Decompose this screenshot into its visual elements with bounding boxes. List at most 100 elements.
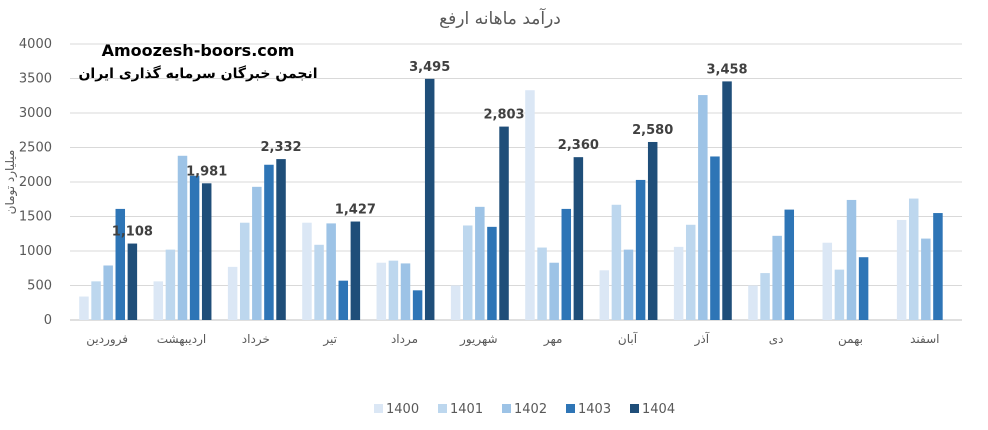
- data-label: 2,803: [483, 108, 524, 123]
- bar-1400: [599, 270, 610, 320]
- legend-swatch: [502, 404, 511, 413]
- data-labels: 1,108 1,981 2,332 1,427 3,495 2,803 2,360 2,580…: [112, 60, 748, 240]
- bar-1401: [91, 281, 101, 320]
- bar-1401: [314, 244, 324, 320]
- bar-1400: [79, 296, 89, 320]
- bar-1403: [115, 208, 126, 320]
- y-tick-label: 4000: [19, 37, 52, 52]
- bar-1403: [561, 208, 572, 320]
- bar-1401: [685, 224, 696, 320]
- bar-1402: [623, 249, 634, 320]
- legend-label: 1401: [450, 402, 483, 417]
- chart-title: درآمد ماهانه ارفع: [439, 7, 561, 29]
- bar-1402: [252, 186, 262, 320]
- bar-1401: [611, 204, 622, 320]
- watermark-org: انجمن خبرگان سرمایه گذاری ایران: [78, 65, 317, 82]
- y-tick-label: 3000: [19, 106, 52, 121]
- bar-1403: [933, 213, 943, 320]
- bar-1404: [276, 159, 286, 320]
- bar-1400: [822, 242, 833, 320]
- watermark-site: Amoozesh-boors.com: [102, 41, 295, 60]
- x-category-label: فروردین: [86, 332, 128, 347]
- y-tick-label: 3500: [19, 72, 52, 87]
- bars: [79, 78, 943, 320]
- bar-1403: [784, 209, 795, 320]
- bar-1404: [201, 183, 212, 320]
- bar-1403: [264, 164, 274, 320]
- bar-1403: [635, 179, 646, 320]
- x-axis-categories: فروردین اردیبهشت خرداد تیر مرداد شهریور مهر آبا…: [86, 331, 939, 347]
- x-category-label: اسفند: [910, 332, 939, 346]
- bar-1404: [499, 126, 509, 320]
- bar-1402: [846, 199, 857, 320]
- bar-1401: [908, 198, 919, 320]
- legend-label: 1400: [386, 402, 419, 417]
- data-label: 1,427: [335, 203, 376, 218]
- bar-1402: [103, 265, 113, 320]
- bar-1403: [487, 226, 497, 320]
- legend-swatch: [566, 404, 575, 413]
- bar-1403: [189, 175, 200, 320]
- x-category-label: اردیبهشت: [157, 332, 206, 347]
- y-tick-label: 1500: [19, 210, 52, 225]
- x-category-label: مهر: [543, 332, 563, 347]
- bar-1402: [549, 262, 559, 320]
- data-label: 2,332: [260, 140, 301, 155]
- x-category-label: خرداد: [242, 332, 270, 347]
- bar-1402: [475, 206, 485, 320]
- x-category-label: آبان: [618, 331, 638, 346]
- bar-1400: [376, 262, 387, 320]
- y-tick-label: 2000: [19, 175, 52, 190]
- bar-1403: [412, 290, 423, 320]
- bar-1400: [896, 219, 907, 320]
- y-tick-label: 500: [27, 279, 52, 294]
- bar-1403: [338, 280, 349, 320]
- data-label: 1,981: [186, 164, 227, 179]
- bar-1400: [673, 246, 684, 320]
- bar-1403: [858, 257, 869, 320]
- gridlines: [70, 43, 962, 321]
- x-category-label: تیر: [322, 332, 337, 347]
- x-category-label: مرداد: [391, 332, 418, 347]
- bar-1401: [760, 273, 770, 320]
- bar-1404: [647, 141, 658, 320]
- bar-1401: [165, 249, 176, 320]
- bar-1400: [227, 266, 238, 320]
- bar-1404: [350, 221, 361, 320]
- bar-1402: [772, 235, 782, 320]
- x-category-label: بهمن: [838, 332, 863, 347]
- bar-1402: [400, 263, 411, 320]
- bar-1401: [388, 260, 399, 320]
- bar-1404: [573, 157, 584, 320]
- data-label: 3,495: [409, 60, 450, 75]
- bar-1402: [177, 155, 188, 320]
- bar-1401: [537, 247, 547, 320]
- y-tick-label: 1000: [19, 244, 52, 259]
- bar-1401: [239, 222, 250, 320]
- bar-1402: [921, 238, 931, 320]
- bar-1400: [748, 285, 758, 320]
- y-axis-label: میلیارد تومان: [3, 150, 18, 215]
- x-category-label: شهریور: [459, 332, 498, 347]
- bar-1401: [462, 225, 473, 320]
- legend-label: 1403: [578, 402, 611, 417]
- data-label: 1,108: [112, 225, 153, 240]
- legend-label: 1402: [514, 402, 547, 417]
- legend-swatch: [438, 404, 447, 413]
- x-category-label: دی: [769, 332, 784, 346]
- bar-1404: [127, 243, 138, 320]
- bar-1401: [834, 269, 845, 320]
- bar-1404: [722, 81, 732, 320]
- bar-1404: [424, 78, 435, 320]
- data-label: 3,458: [706, 62, 747, 77]
- y-axis-ticks: 0 500 1000 1500 2000 2500 3000 3500 4000: [19, 37, 52, 328]
- legend-label: 1404: [642, 402, 675, 417]
- bar-1400: [153, 281, 164, 320]
- bar-1403: [710, 156, 720, 320]
- legend-swatch: [630, 404, 639, 413]
- bar-1402: [326, 223, 336, 320]
- bar-1402: [698, 95, 708, 320]
- data-label: 2,360: [558, 138, 599, 153]
- bar-1400: [450, 285, 461, 320]
